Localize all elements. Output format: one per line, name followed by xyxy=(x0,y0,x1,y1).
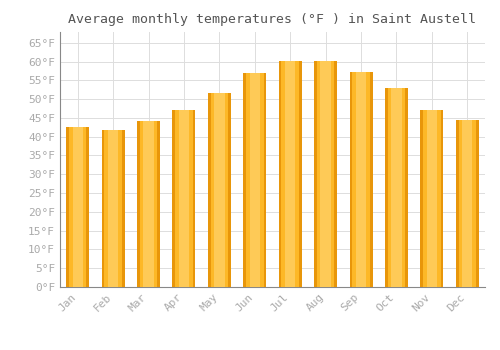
Bar xyxy=(385,88,388,287)
Title: Average monthly temperatures (°F ) in Saint Austell: Average monthly temperatures (°F ) in Sa… xyxy=(68,13,476,26)
Bar xyxy=(192,110,196,287)
Bar xyxy=(108,130,118,287)
Bar xyxy=(356,72,366,287)
Bar xyxy=(476,120,479,287)
Bar xyxy=(370,72,372,287)
Bar xyxy=(137,121,140,287)
Bar xyxy=(72,127,83,287)
Bar xyxy=(456,120,479,287)
Bar xyxy=(285,61,296,287)
Bar xyxy=(66,127,69,287)
Bar xyxy=(244,73,266,287)
Bar xyxy=(314,61,317,287)
Bar xyxy=(278,61,301,287)
Bar xyxy=(314,61,337,287)
Bar xyxy=(228,93,231,287)
Bar xyxy=(278,61,281,287)
Bar xyxy=(172,110,175,287)
Bar xyxy=(420,110,423,287)
Bar xyxy=(426,110,437,287)
Bar xyxy=(214,93,224,287)
Bar xyxy=(208,93,210,287)
Bar xyxy=(350,72,372,287)
Bar xyxy=(208,93,231,287)
Bar xyxy=(179,110,189,287)
Bar xyxy=(320,61,331,287)
Bar xyxy=(462,120,472,287)
Bar xyxy=(102,130,124,287)
Bar xyxy=(456,120,458,287)
Bar xyxy=(420,110,444,287)
Bar xyxy=(334,61,337,287)
Bar xyxy=(392,88,402,287)
Bar xyxy=(172,110,196,287)
Bar xyxy=(299,61,302,287)
Bar xyxy=(350,72,352,287)
Bar xyxy=(244,73,246,287)
Bar xyxy=(66,127,89,287)
Bar xyxy=(405,88,408,287)
Bar xyxy=(250,73,260,287)
Bar xyxy=(122,130,124,287)
Bar xyxy=(385,88,408,287)
Bar xyxy=(137,121,160,287)
Bar xyxy=(144,121,154,287)
Bar xyxy=(440,110,444,287)
Bar xyxy=(86,127,89,287)
Bar xyxy=(264,73,266,287)
Bar xyxy=(102,130,104,287)
Bar xyxy=(158,121,160,287)
